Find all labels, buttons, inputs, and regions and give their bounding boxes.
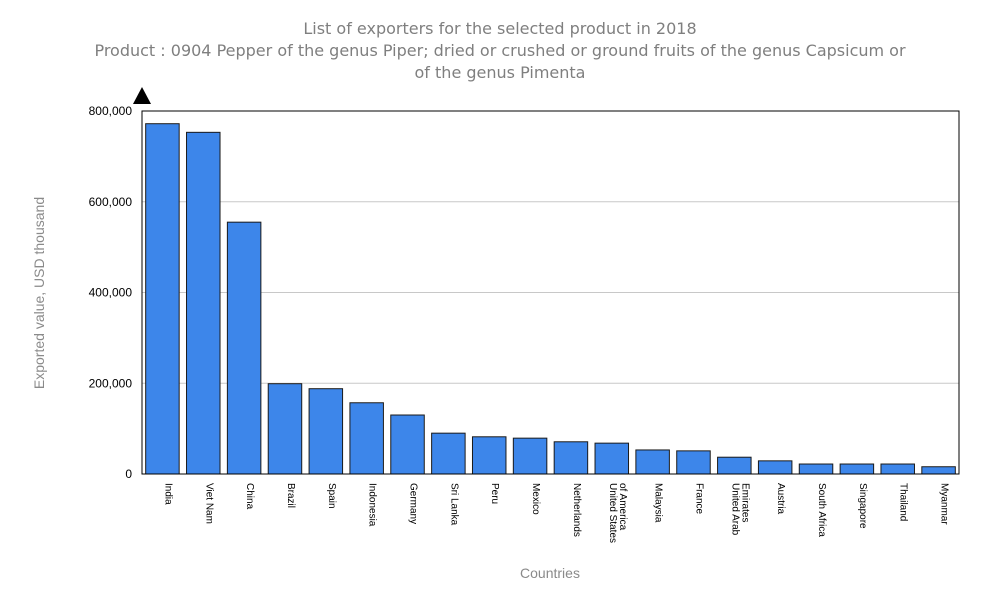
bar — [226, 221, 262, 475]
bar — [349, 402, 384, 475]
x-tick-label: Emirates — [739, 483, 750, 522]
x-tick-label: Indonesia — [367, 483, 378, 527]
y-tick-label: 200,000 — [89, 376, 133, 390]
y-tick-label: 800,000 — [89, 104, 133, 118]
x-tick-label: Peru — [489, 483, 500, 504]
x-tick-label: Germany — [408, 483, 419, 524]
x-tick-label: Spain — [326, 483, 337, 509]
chart-subtitle-line-2: of the genus Pimenta — [415, 63, 586, 82]
x-axis-title: Countries — [520, 565, 580, 581]
x-tick-label: United States — [607, 483, 618, 543]
bar — [635, 449, 670, 475]
x-tick-label: Sri Lanka — [448, 483, 459, 526]
x-tick-label: Netherlands — [571, 483, 582, 537]
x-tick-label: Austria — [775, 483, 786, 515]
x-tick-label: Viet Nam — [203, 483, 214, 524]
x-tick-label: India — [162, 483, 173, 505]
x-tick-labels: India Viet Nam China Brazil Spain Indonesia Ge… — [162, 483, 949, 543]
x-tick-label: Thailand — [898, 483, 909, 521]
x-tick-label: Brazil — [285, 483, 296, 508]
gridlines — [142, 201, 959, 384]
bar — [471, 436, 507, 475]
bar — [431, 432, 466, 475]
y-tick-labels: 0 200,000 400,000 600,000 800,000 — [89, 104, 133, 481]
bar — [921, 466, 956, 475]
y-tick-label: 600,000 — [89, 195, 133, 209]
x-tick-label: Malaysia — [653, 483, 664, 523]
bar — [798, 463, 834, 475]
bars — [145, 123, 956, 475]
x-tick-label: United Arab — [729, 483, 740, 536]
bar — [594, 442, 630, 475]
x-tick-label: South Africa — [816, 483, 827, 537]
bar — [757, 460, 793, 475]
y-tick-label: 400,000 — [89, 286, 133, 300]
x-tick-label: of America — [617, 483, 628, 531]
bar — [676, 450, 711, 475]
y-axis-title: Exported value, USD thousand — [31, 197, 47, 389]
bar — [308, 388, 344, 475]
chart-title: List of exporters for the selected produ… — [303, 19, 696, 38]
bar — [267, 383, 303, 475]
bar — [880, 463, 915, 475]
bar — [839, 463, 875, 475]
chart-subtitle-line-1: Product : 0904 Pepper of the genus Piper… — [94, 41, 906, 60]
x-tick-label: France — [693, 483, 704, 515]
x-tick-label: China — [244, 483, 255, 510]
x-tick-label: Singapore — [857, 483, 868, 529]
bar — [717, 456, 752, 475]
x-tick-label: Mexico — [530, 483, 541, 515]
plot-area-border — [141, 110, 960, 475]
bar — [553, 441, 589, 475]
y-axis-arrow-icon — [133, 87, 151, 104]
x-tick-label: Myanmar — [939, 483, 950, 525]
y-tick-label: 0 — [125, 467, 132, 481]
bar — [186, 131, 221, 475]
bar — [512, 437, 548, 475]
bar — [390, 414, 425, 475]
bar — [145, 123, 180, 475]
